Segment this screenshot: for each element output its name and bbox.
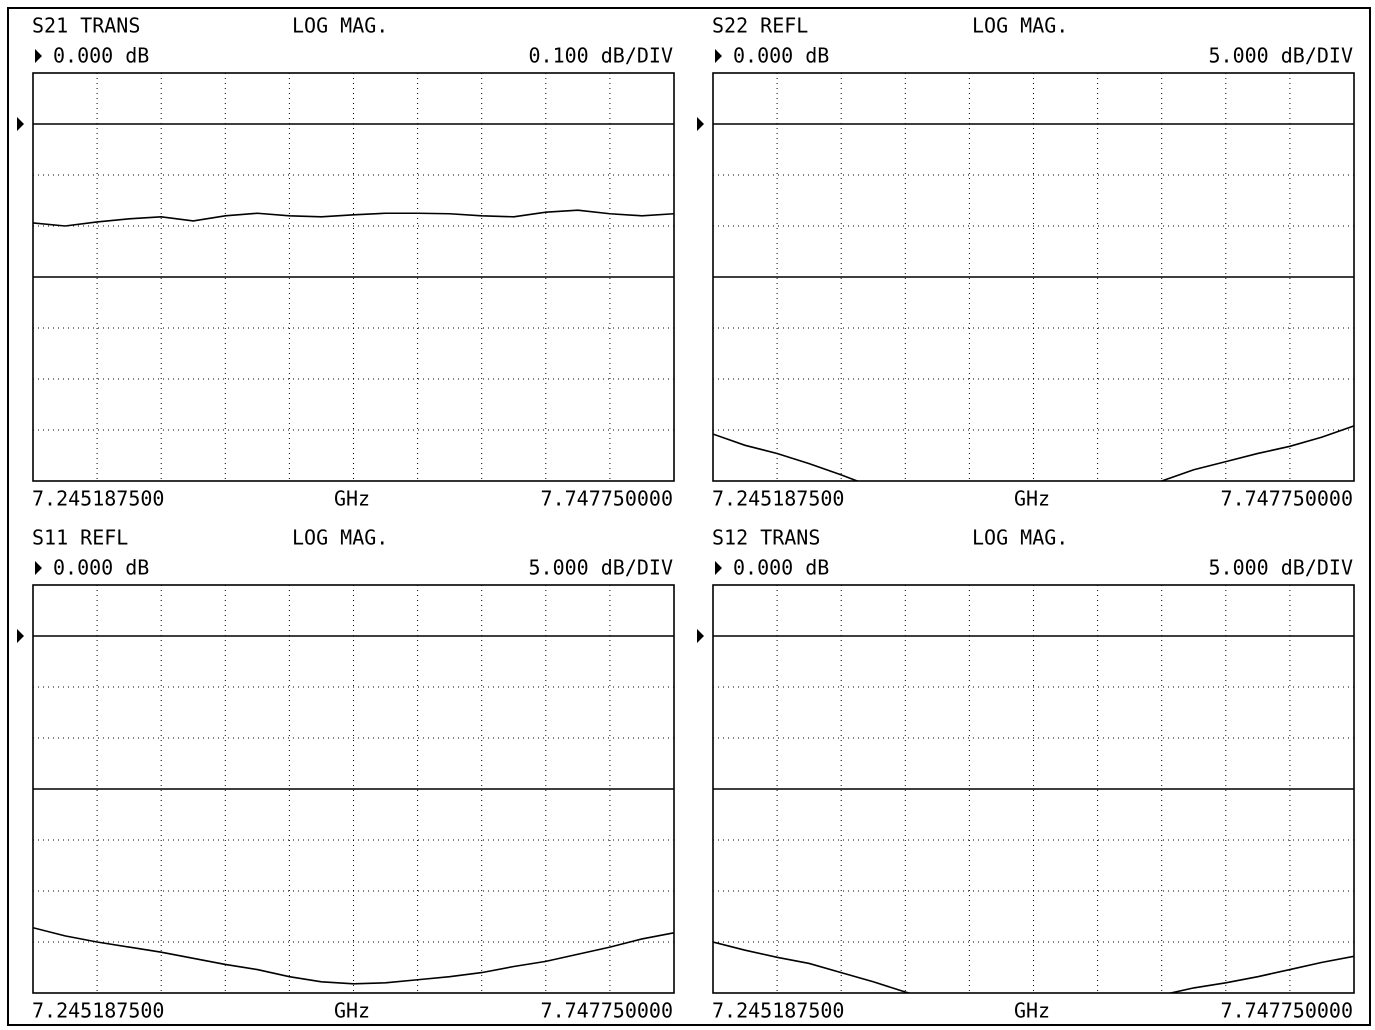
screen-frame xyxy=(7,7,1371,1026)
reference-arrow xyxy=(35,561,42,575)
x-unit-label: GHz xyxy=(1014,487,1050,511)
x-tick-label: 7.747750000 xyxy=(1221,487,1353,511)
x-tick-label: 7.747750000 xyxy=(541,487,673,511)
format-label: LOG MAG. xyxy=(972,526,1068,550)
trace-title: S22 REFL xyxy=(712,14,808,38)
reference-label: 0.000 dB xyxy=(733,44,829,68)
reference-marker xyxy=(697,117,704,131)
trace xyxy=(33,926,674,985)
plot-frame xyxy=(32,584,675,994)
reference-arrow xyxy=(715,561,722,575)
reference-arrow xyxy=(35,49,42,63)
x-tick-label: 7.245187500 xyxy=(32,999,164,1023)
trace-group xyxy=(33,926,674,985)
x-tick-label: 7.245187500 xyxy=(712,999,844,1023)
trace-group xyxy=(713,941,1354,993)
format-label: LOG MAG. xyxy=(972,14,1068,38)
scale-label: 0.100 dB/DIV xyxy=(529,44,674,68)
reference-marker xyxy=(697,629,704,643)
scale-label: 5.000 dB/DIV xyxy=(1209,44,1354,68)
trace-title: S12 TRANS xyxy=(712,526,820,550)
trace xyxy=(713,941,1354,993)
x-tick-label: 7.245187500 xyxy=(32,487,164,511)
x-tick-label: 7.747750000 xyxy=(1221,999,1353,1023)
reference-arrow xyxy=(715,49,722,63)
format-label: LOG MAG. xyxy=(292,14,388,38)
trace xyxy=(33,209,674,227)
trace-title: S11 REFL xyxy=(32,526,128,550)
x-unit-label: GHz xyxy=(334,999,370,1023)
trace-title: S21 TRANS xyxy=(32,14,140,38)
x-tick-label: 7.747750000 xyxy=(541,999,673,1023)
reference-label: 0.000 dB xyxy=(53,44,149,68)
format-label: LOG MAG. xyxy=(292,526,388,550)
plot-frame xyxy=(712,584,1355,994)
x-unit-label: GHz xyxy=(1014,999,1050,1023)
scale-label: 5.000 dB/DIV xyxy=(529,556,674,580)
scale-label: 5.000 dB/DIV xyxy=(1209,556,1354,580)
trace-group xyxy=(33,209,674,227)
reference-marker xyxy=(17,117,24,131)
x-tick-label: 7.245187500 xyxy=(712,487,844,511)
plot-frame xyxy=(32,72,675,482)
reference-label: 0.000 dB xyxy=(733,556,829,580)
x-unit-label: GHz xyxy=(334,487,370,511)
reference-label: 0.000 dB xyxy=(53,556,149,580)
trace xyxy=(713,425,1354,481)
trace-group xyxy=(713,425,1354,481)
plot-frame xyxy=(712,72,1355,482)
reference-marker xyxy=(17,629,24,643)
